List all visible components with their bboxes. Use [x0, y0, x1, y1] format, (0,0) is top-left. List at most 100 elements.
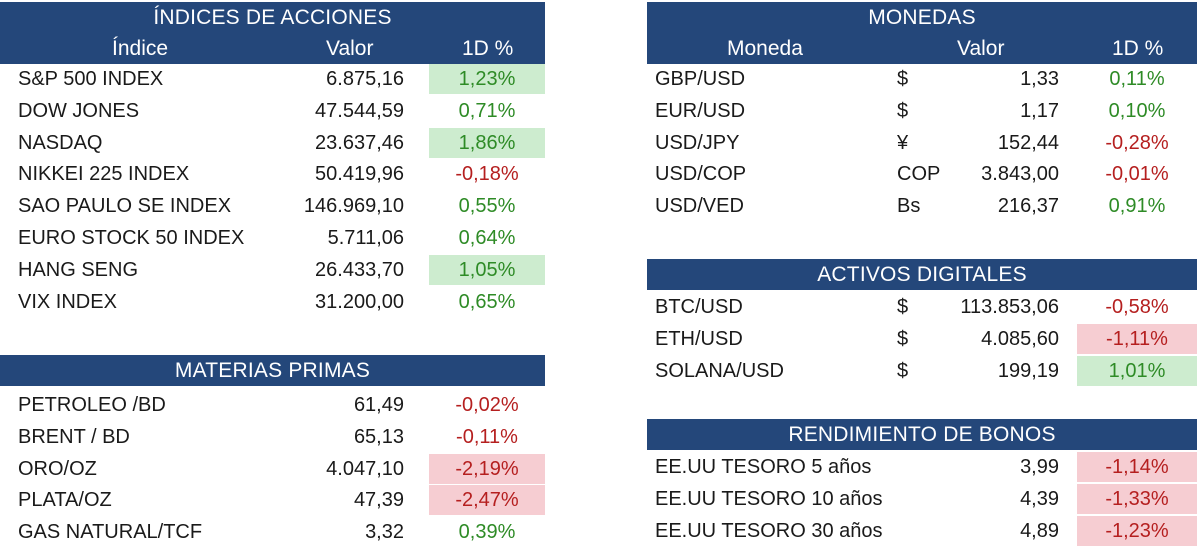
- digital-assets-table: ACTIVOS DIGITALES BTC/USD $113.853,06 -0,5…: [647, 259, 1197, 387]
- table-row: GAS NATURAL/TCF 3,32 0,39%: [0, 517, 545, 549]
- row-name: S&P 500 INDEX: [18, 68, 164, 90]
- row-name: EURO STOCK 50 INDEX: [18, 226, 245, 249]
- row-value: 199,19: [997, 359, 1059, 382]
- currency-symbol: $: [897, 99, 909, 122]
- currencies-title: MONEDAS: [647, 2, 1197, 33]
- row-change-percent: 0,55%: [458, 195, 516, 218]
- row-name: BRENT / BD: [18, 425, 130, 448]
- row-change-percent: 0,10%: [1108, 99, 1166, 122]
- row-name: BTC/USD: [655, 296, 743, 318]
- table-row: EE.UU TESORO 5 años 3,99 -1,14%: [647, 452, 1197, 484]
- row-value: 4.047,10: [326, 457, 404, 480]
- row-value: 1,33: [1020, 68, 1059, 90]
- row-value: 3.843,00: [981, 163, 1059, 186]
- table-row: EE.UU TESORO 30 años 4,89 -1,23%: [647, 515, 1197, 548]
- row-name: PETROLEO /BD: [18, 394, 166, 416]
- table-row: EURO STOCK 50 INDEX 5.711,06 0,64%: [0, 223, 545, 255]
- index-column-header: Índice: [112, 37, 169, 60]
- value-column-header: Valor: [326, 37, 374, 60]
- row-value: 31.200,00: [315, 290, 404, 313]
- row-change-percent: 0,39%: [458, 521, 516, 544]
- currency-symbol: COP: [897, 163, 941, 186]
- currencies-rows: GBP/USD $1,33 0,11% EUR/USD $1,17 0,10% USD/JP…: [647, 64, 1197, 223]
- table-row: USD/JPY ¥152,44 -0,28%: [647, 128, 1197, 160]
- row-name: NASDAQ: [18, 131, 103, 154]
- row-name: ORO/OZ: [18, 457, 97, 480]
- table-row: EUR/USD $1,17 0,10%: [647, 96, 1197, 128]
- commodities-title: MATERIAS PRIMAS: [0, 355, 545, 386]
- row-name: GAS NATURAL/TCF: [18, 521, 203, 544]
- currency-symbol: ¥: [897, 131, 909, 154]
- row-name: EE.UU TESORO 30 años: [655, 519, 883, 542]
- row-name: DOW JONES: [18, 99, 140, 122]
- row-name: SOLANA/USD: [655, 359, 784, 382]
- stock-indices-rows: S&P 500 INDEX 6.875,16 1,23% DOW JONES 47.54…: [0, 64, 545, 318]
- row-change-percent: 0,71%: [458, 99, 516, 122]
- row-change-percent: -0,01%: [1105, 163, 1169, 186]
- table-row: USD/VED Bs 216,37 0,91%: [647, 191, 1197, 223]
- row-value: 26.433,70: [315, 258, 404, 281]
- row-value: 47,39: [353, 489, 404, 512]
- row-name: PLATA/OZ: [18, 489, 112, 512]
- row-change-percent: -0,11%: [456, 425, 518, 448]
- row-value: 3,99: [1020, 456, 1059, 478]
- table-row: EE.UU TESORO 10 años 4,39 -1,33%: [647, 483, 1197, 516]
- row-value: 4.085,60: [981, 327, 1059, 350]
- table-row: ETH/USD $4.085,60 -1,11%: [647, 323, 1197, 356]
- row-change-percent: -1,11%: [1077, 323, 1197, 354]
- row-change-percent: -1,23%: [1077, 515, 1197, 546]
- row-value: 5.711,06: [327, 226, 404, 249]
- digital-assets-title: ACTIVOS DIGITALES: [647, 259, 1197, 290]
- row-change-percent: -1,14%: [1077, 452, 1197, 482]
- row-value: 4,89: [1020, 519, 1059, 542]
- stock-indices-title: ÍNDICES DE ACCIONES: [0, 2, 545, 33]
- row-value: 146.969,10: [303, 195, 404, 218]
- stock-indices-header-row: Índice Valor 1D %: [0, 33, 545, 64]
- row-change-percent: 0,11%: [1109, 68, 1165, 90]
- table-row: NIKKEI 225 INDEX 50.419,96 -0,18%: [0, 159, 545, 191]
- row-change-percent: -0,02%: [455, 394, 519, 416]
- table-row: VIX INDEX 31.200,00 0,65%: [0, 287, 545, 319]
- row-name: GBP/USD: [655, 68, 746, 90]
- value-column-header: Valor: [957, 37, 1005, 60]
- row-value: 61,49: [353, 394, 404, 416]
- currencies-header-row: Moneda Valor 1D %: [647, 33, 1197, 64]
- row-change-percent: 1,86%: [429, 127, 545, 158]
- row-name: EUR/USD: [655, 99, 746, 122]
- row-value: 3,32: [365, 521, 404, 544]
- digital-assets-rows: BTC/USD $113.853,06 -0,58% ETH/USD $4.085,60…: [647, 292, 1197, 387]
- row-change-percent: -2,47%: [429, 485, 545, 516]
- table-row: HANG SENG 26.433,70 1,05%: [0, 254, 545, 287]
- row-name: EE.UU TESORO 10 años: [655, 487, 883, 510]
- row-change-percent: 1,23%: [429, 64, 545, 94]
- row-value: 23.637,46: [315, 131, 404, 154]
- currencies-table: MONEDAS Moneda Valor 1D % GBP/USD $1,33 0,…: [647, 2, 1197, 223]
- currency-symbol: $: [897, 296, 909, 318]
- currency-column-header: Moneda: [727, 37, 803, 60]
- row-change-percent: 0,65%: [458, 290, 516, 313]
- row-value: 6.875,16: [326, 68, 404, 90]
- row-value: 4,39: [1020, 487, 1059, 510]
- row-value: 216,37: [997, 195, 1059, 218]
- row-change-percent: 1,01%: [1077, 355, 1197, 386]
- bond-yields-title: RENDIMIENTO DE BONOS: [647, 419, 1197, 450]
- row-value: 152,44: [997, 131, 1059, 154]
- table-row: ORO/OZ 4.047,10 -2,19%: [0, 453, 545, 486]
- row-name: NIKKEI 225 INDEX: [18, 163, 190, 186]
- currency-symbol: $: [897, 327, 909, 350]
- currency-symbol: Bs: [897, 195, 921, 218]
- table-row: GBP/USD $1,33 0,11%: [647, 64, 1197, 96]
- bond-yields-table: RENDIMIENTO DE BONOS EE.UU TESORO 5 años…: [647, 419, 1197, 547]
- row-name: USD/COP: [655, 163, 747, 186]
- change-column-header: 1D %: [462, 37, 514, 60]
- row-name: EE.UU TESORO 5 años: [655, 456, 872, 478]
- currency-symbol: $: [897, 359, 909, 382]
- row-value: 47.544,59: [315, 99, 404, 122]
- row-name: HANG SENG: [18, 258, 139, 281]
- table-row: PLATA/OZ 47,39 -2,47%: [0, 485, 545, 517]
- bond-yields-rows: EE.UU TESORO 5 años 3,99 -1,14% EE.UU TESOR…: [647, 452, 1197, 547]
- commodities-table: MATERIAS PRIMAS PETROLEO /BD 61,49 -0,02% B…: [0, 355, 545, 549]
- row-change-percent: -0,18%: [455, 163, 519, 186]
- row-change-percent: -0,58%: [1105, 296, 1169, 318]
- row-change-percent: -1,33%: [1077, 483, 1197, 514]
